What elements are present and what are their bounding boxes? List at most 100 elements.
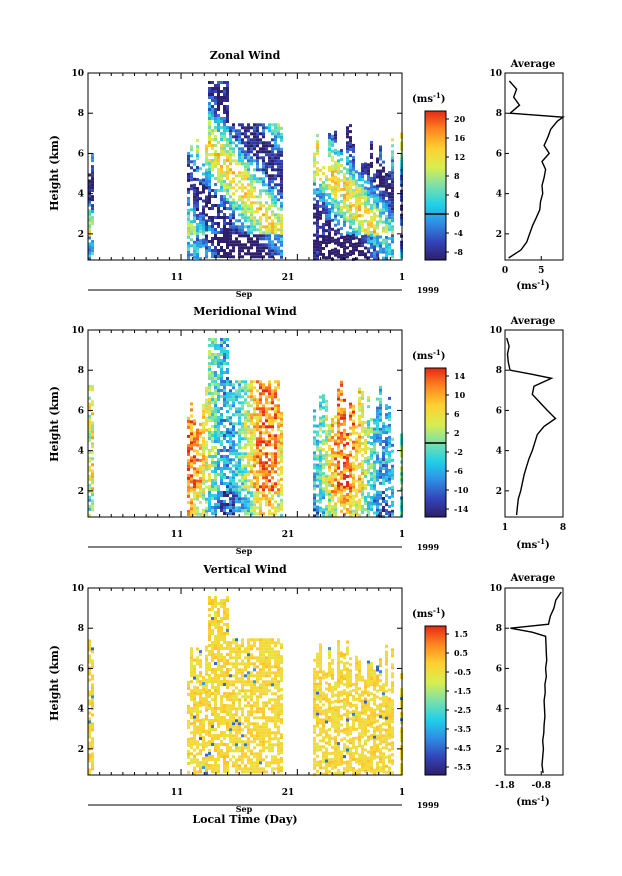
heatmap-cell <box>376 214 379 218</box>
heatmap-cell <box>274 410 277 414</box>
heatmap-cell <box>217 252 220 255</box>
heatmap-cell <box>211 632 214 635</box>
heatmap-cell <box>277 446 280 450</box>
heatmap-cell <box>211 129 214 132</box>
heatmap-cell <box>265 219 268 223</box>
heatmap-cell <box>271 159 274 163</box>
heatmap-cell <box>265 389 268 393</box>
heatmap-cell <box>328 145 331 148</box>
heatmap-cell <box>232 443 235 447</box>
heatmap-cell <box>217 677 220 680</box>
heatmap-cell <box>190 477 193 481</box>
heatmap-cell <box>253 216 256 220</box>
heatmap-cell <box>202 739 205 743</box>
heatmap-cell <box>220 180 223 183</box>
heatmap-cell <box>232 246 235 250</box>
heatmap-cell <box>331 176 334 180</box>
heatmap-cell <box>220 216 223 219</box>
heatmap-cell <box>223 350 226 353</box>
heatmap-cell <box>277 219 280 223</box>
heatmap-cell <box>217 237 220 240</box>
heatmap-cell <box>241 755 244 759</box>
heatmap-cell <box>250 644 253 648</box>
heatmap-cell <box>331 448 334 451</box>
heatmap-cell <box>223 632 226 635</box>
heatmap-cell <box>364 162 367 166</box>
heatmap-cell <box>208 201 211 204</box>
heatmap-cell <box>229 147 232 151</box>
heatmap-cell <box>352 497 355 501</box>
heatmap-cell <box>238 407 241 411</box>
heatmap-cell <box>187 211 190 215</box>
heatmap-cell <box>250 503 253 507</box>
heatmap-cell <box>211 216 214 219</box>
heatmap-cell <box>235 671 238 675</box>
heatmap-cell <box>331 134 334 138</box>
colorbar-unit: (ms-1) <box>412 91 445 105</box>
heatmap-cell <box>214 470 217 473</box>
heatmap-cell <box>271 443 274 447</box>
heatmap-cell <box>244 380 247 384</box>
heatmap-cell <box>202 406 205 410</box>
heatmap-cell <box>346 198 349 202</box>
heatmap-cell <box>199 227 202 231</box>
heatmap-cell <box>223 99 226 102</box>
heatmap-cell <box>355 230 358 234</box>
heatmap-cell <box>202 682 205 686</box>
heatmap-cell <box>223 180 226 183</box>
profile-title: Average <box>510 59 556 70</box>
heatmap-cell <box>358 441 361 445</box>
heatmap-cell <box>220 195 223 198</box>
heatmap-cell <box>325 513 328 517</box>
heatmap-cell <box>211 359 214 362</box>
heatmap-cell <box>223 207 226 210</box>
heatmap-cell <box>208 596 211 599</box>
heatmap-cell <box>391 449 394 453</box>
heatmap-cell <box>244 201 247 205</box>
heatmap-cell <box>382 449 385 452</box>
heatmap-cell <box>217 449 220 452</box>
heatmap-cell <box>274 722 277 726</box>
heatmap-cell <box>262 671 265 675</box>
heatmap-cell <box>211 338 214 341</box>
heatmap-cell <box>217 81 220 84</box>
heatmap-cell <box>241 695 244 699</box>
heatmap-cell <box>316 233 319 237</box>
heatmap-cell <box>355 440 358 444</box>
heatmap-cell <box>238 132 241 136</box>
heatmap-cell <box>196 743 199 747</box>
heatmap-cell <box>232 503 235 507</box>
heatmap-cell <box>211 159 214 162</box>
heatmap-cell <box>322 400 325 404</box>
heatmap-cell <box>226 626 229 629</box>
heatmap-cell <box>226 108 229 111</box>
heatmap-cell <box>238 195 241 199</box>
heatmap-cell <box>274 509 277 513</box>
heatmap-cell <box>244 683 247 687</box>
heatmap-cell <box>247 512 250 516</box>
heatmap-cell <box>193 715 196 719</box>
heatmap-cell <box>232 464 235 468</box>
heatmap-cell <box>349 510 352 514</box>
heatmap-cell <box>217 611 220 614</box>
heatmap-cell <box>271 398 274 402</box>
heatmap-cell <box>217 650 220 653</box>
heatmap-cell <box>256 252 259 256</box>
heatmap-cell <box>256 512 259 516</box>
heatmap-cell <box>325 510 328 514</box>
heatmap-cell <box>226 111 229 114</box>
heatmap-cell <box>244 410 247 414</box>
heatmap-cell <box>247 713 250 717</box>
year-label: 1999 <box>417 285 440 295</box>
heatmap-cell <box>190 659 193 663</box>
heatmap-cell <box>367 241 370 245</box>
heatmap-cell <box>268 488 271 492</box>
heatmap-cell <box>370 230 373 234</box>
heatmap-cell <box>265 126 268 130</box>
heatmap-cell <box>334 514 337 518</box>
heatmap-cell <box>241 174 244 178</box>
heatmap-cell <box>91 481 94 485</box>
heatmap-cell <box>250 252 253 256</box>
heatmap-cell <box>325 423 328 427</box>
